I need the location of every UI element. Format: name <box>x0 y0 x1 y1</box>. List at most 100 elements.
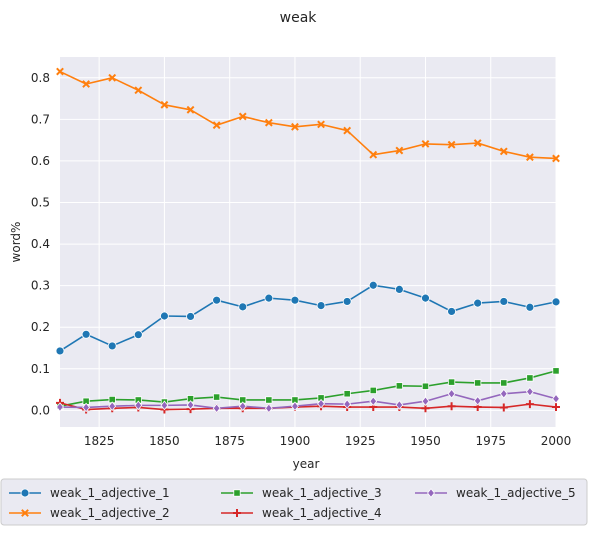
data-point <box>473 139 482 147</box>
data-point <box>395 400 404 410</box>
grid <box>60 57 557 427</box>
data-point <box>290 295 300 305</box>
data-point <box>499 403 508 412</box>
data-point <box>108 401 117 412</box>
data-point <box>160 100 169 109</box>
legend-marker <box>20 488 30 498</box>
series-line <box>59 284 557 352</box>
legend-marker <box>233 489 241 497</box>
data-point <box>160 400 169 411</box>
data-point <box>238 401 247 412</box>
data-point <box>160 311 169 321</box>
data-point <box>134 86 143 95</box>
data-point <box>447 307 456 316</box>
x-tick-label: 1825 <box>84 434 115 448</box>
y-tick-label: 0.7 <box>31 112 50 126</box>
data-point <box>552 154 560 163</box>
series-line <box>59 70 557 160</box>
y-axis-label: word% <box>9 222 23 263</box>
x-tick-label: 1925 <box>345 434 376 448</box>
series-1 <box>55 280 561 356</box>
data-point <box>369 150 378 159</box>
legend-item: weak_1_adjective_4 <box>221 506 382 520</box>
y-ticks: 0.0 0.1 0.2 0.3 0.4 0.5 0.6 0.7 0.8 <box>31 71 50 418</box>
data-point <box>238 302 248 312</box>
data-point <box>213 393 221 401</box>
data-point <box>55 346 65 356</box>
y-tick-label: 0.4 <box>31 237 50 251</box>
plot-area <box>60 57 556 427</box>
data-point <box>317 120 325 129</box>
data-point <box>134 400 143 411</box>
legend-marker <box>427 488 435 498</box>
data-point <box>421 396 430 407</box>
data-point <box>108 73 117 82</box>
data-point <box>551 297 561 307</box>
data-point <box>212 403 221 414</box>
y-tick-label: 0.2 <box>31 320 50 334</box>
data-point <box>500 379 508 387</box>
y-tick-label: 0.3 <box>31 279 50 293</box>
data-point <box>499 147 508 156</box>
legend-label: weak_1_adjective_3 <box>262 486 382 500</box>
data-point <box>395 382 403 390</box>
data-point <box>317 398 325 409</box>
legend-marker <box>21 509 29 517</box>
data-point <box>82 402 91 413</box>
y-tick-label: 0.1 <box>31 362 50 376</box>
series-line <box>59 402 557 411</box>
data-point <box>212 121 221 130</box>
data-point <box>552 393 560 404</box>
x-tick-label: 2000 <box>541 434 572 448</box>
legend-label: weak_1_adjective_5 <box>456 486 576 500</box>
x-tick-label: 1875 <box>214 434 245 448</box>
legend-item: weak_1_adjective_1 <box>9 486 170 500</box>
data-point <box>81 329 91 339</box>
series-2 <box>56 67 560 163</box>
data-point <box>212 295 222 305</box>
data-point <box>421 139 430 148</box>
data-point <box>395 146 404 155</box>
y-tick-label: 0.8 <box>31 71 50 85</box>
legend-marker <box>233 509 241 517</box>
x-ticks: 1825 1850 1875 1900 1925 1950 1975 2000 <box>84 434 571 448</box>
data-point <box>525 400 534 409</box>
data-point <box>291 122 299 131</box>
data-point <box>499 297 509 306</box>
legend-item: weak_1_adjective_3 <box>221 486 382 500</box>
data-point <box>525 153 534 162</box>
data-point <box>343 399 352 409</box>
data-point <box>264 293 274 303</box>
legend-label: weak_1_adjective_1 <box>50 486 170 500</box>
y-tick-label: 0.0 <box>31 403 50 417</box>
data-point <box>421 382 430 390</box>
legend-frame <box>0 478 588 526</box>
data-point <box>369 386 377 395</box>
data-point <box>238 112 247 121</box>
data-point <box>474 379 482 387</box>
data-point <box>291 401 299 412</box>
data-point <box>473 395 482 406</box>
data-point <box>447 140 456 149</box>
data-point <box>525 302 535 312</box>
data-point <box>552 403 560 412</box>
data-point <box>186 105 195 114</box>
data-point <box>264 403 273 414</box>
y-tick-label: 0.6 <box>31 154 50 168</box>
data-point <box>525 386 534 397</box>
x-tick-label: 1950 <box>410 434 441 448</box>
data-point <box>265 396 273 404</box>
data-point <box>342 297 352 306</box>
data-point <box>56 67 64 76</box>
data-point <box>56 402 64 412</box>
series-line <box>59 370 557 407</box>
legend: weak_1_adjective_1 weak_1_adjective_2 weak… <box>0 478 588 526</box>
data-point <box>499 388 508 399</box>
data-point <box>421 293 430 303</box>
legend-item: weak_1_adjective_5 <box>415 486 576 500</box>
data-point <box>264 118 273 127</box>
data-point <box>447 402 456 411</box>
x-tick-label: 1900 <box>280 434 311 448</box>
x-axis-label: year <box>293 457 320 471</box>
